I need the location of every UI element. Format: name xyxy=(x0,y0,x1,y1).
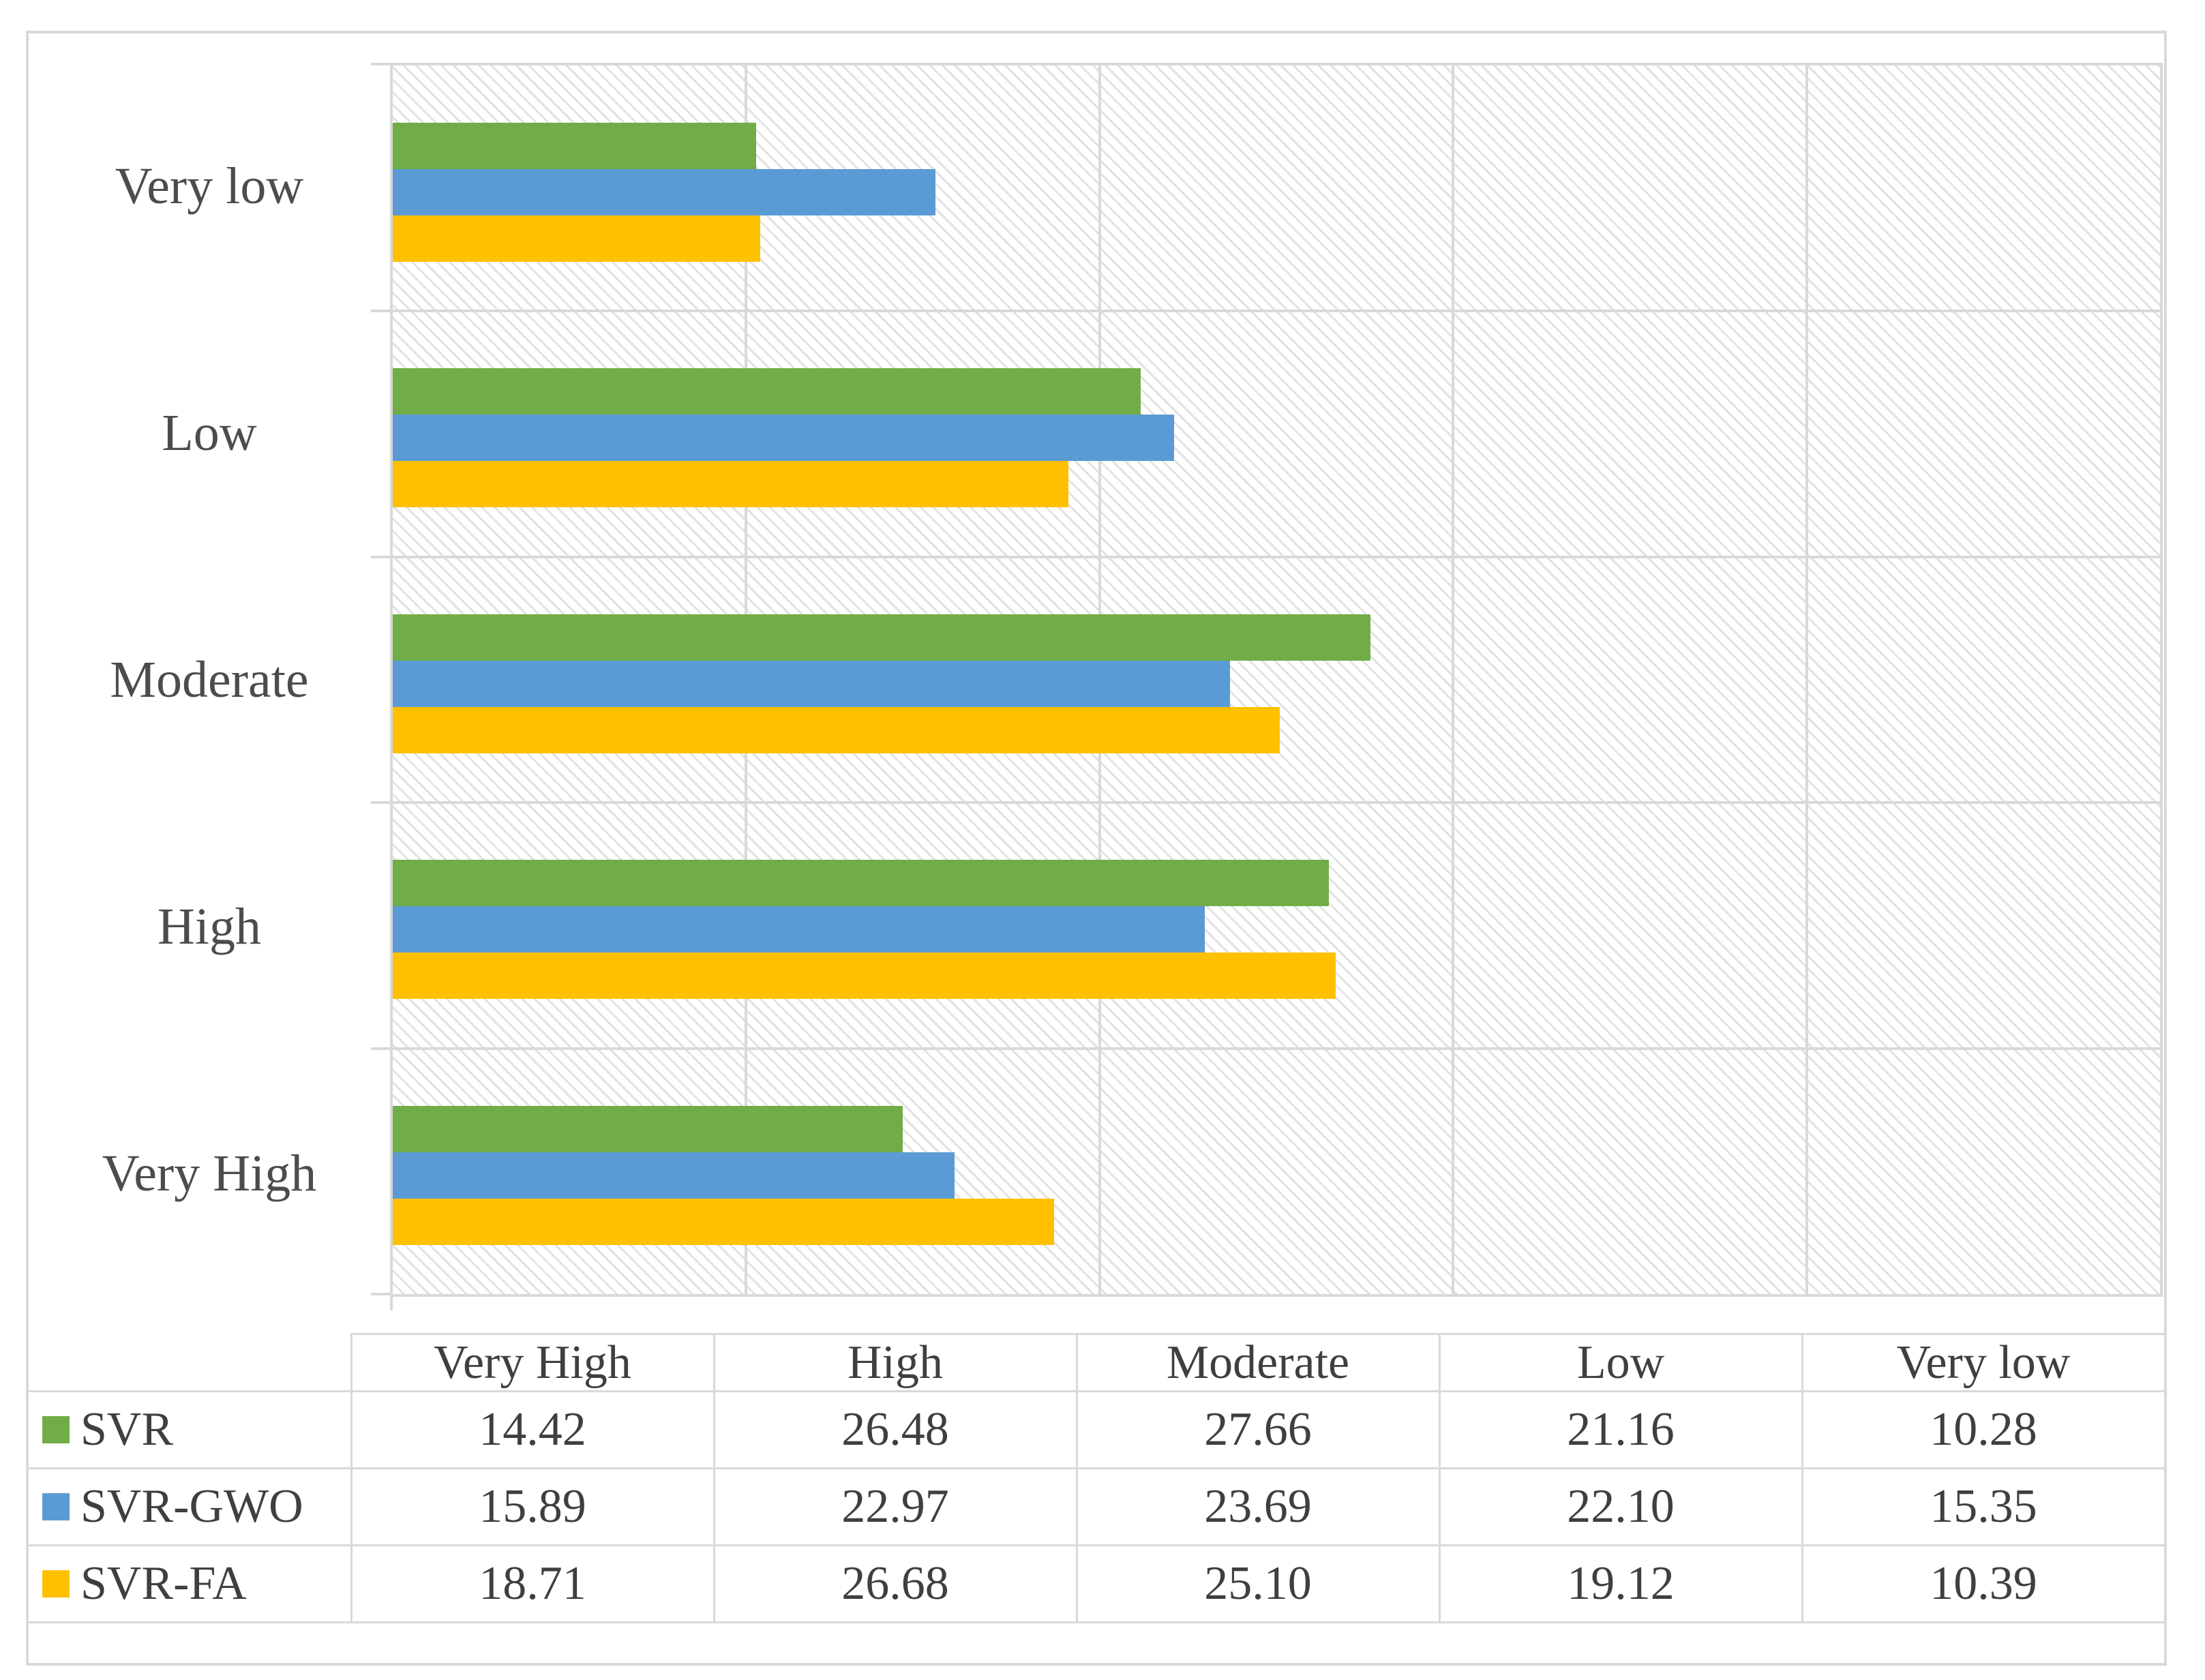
bar-svr-fa-low xyxy=(393,461,1069,508)
value-gridline-40 xyxy=(1805,65,1808,1294)
legend-swatch-svr-gwo xyxy=(42,1493,70,1520)
category-separator xyxy=(371,801,2160,805)
plot-area xyxy=(371,63,2163,1310)
table-header-low: Low xyxy=(1438,1333,1803,1392)
bar-svr-gwo-low xyxy=(393,415,1174,462)
table-header-very-low: Very low xyxy=(1801,1333,2166,1392)
figure-border: Very low Low Moderate High Very High Very Hi… xyxy=(26,31,2167,1666)
table-row-svr-fa: SVR-FA 18.71 26.68 25.10 19.12 10.39 xyxy=(29,1544,2166,1623)
data-table: Very High High Moderate Low Very low SVR 14.42… xyxy=(29,1333,2166,1623)
category-label-very-high: Very High xyxy=(102,1144,317,1202)
bar-svr-gwo-high xyxy=(393,906,1205,953)
table-row-svr-gwo: SVR-GWO 15.89 22.97 23.69 22.10 15.35 xyxy=(29,1467,2166,1546)
value-axis-origin-tick xyxy=(390,1293,393,1310)
bar-svr-very-low xyxy=(393,123,756,169)
table-header-very-high: Very High xyxy=(350,1333,715,1392)
bar-svr-gwo-moderate xyxy=(393,660,1231,707)
table-value-svr-gwo-low: 22.10 xyxy=(1438,1467,1803,1546)
bar-svr-fa-moderate xyxy=(393,706,1280,753)
table-value-svr-fa-low: 19.12 xyxy=(1438,1544,1803,1623)
table-value-svr-fa-very-high: 18.71 xyxy=(350,1544,715,1623)
bar-svr-high xyxy=(393,860,1329,907)
series-label: SVR xyxy=(80,1403,174,1456)
table-corner-cell xyxy=(29,1334,352,1392)
value-gridline-30 xyxy=(1452,65,1455,1294)
bar-svr-very-high xyxy=(393,1105,903,1152)
table-value-svr-high: 26.48 xyxy=(712,1390,1078,1469)
table-label-cell-svr-fa: SVR-FA xyxy=(29,1544,352,1623)
category-axis-tick xyxy=(371,63,390,65)
table-header-high: High xyxy=(712,1333,1078,1392)
table-value-svr-gwo-very-high: 15.89 xyxy=(350,1467,715,1546)
table-value-svr-fa-very-low: 10.39 xyxy=(1801,1544,2166,1623)
category-separator xyxy=(371,1047,2160,1050)
category-label-very-low: Very low xyxy=(115,157,304,215)
table-label-cell-svr-gwo: SVR-GWO xyxy=(29,1467,352,1546)
table-value-svr-gwo-very-low: 15.35 xyxy=(1801,1467,2166,1546)
bar-svr-fa-very-high xyxy=(393,1198,1054,1245)
legend-swatch-svr xyxy=(42,1416,70,1443)
series-label: SVR-FA xyxy=(80,1557,247,1610)
category-separator xyxy=(371,310,2160,313)
category-axis-tick xyxy=(371,1293,390,1295)
category-label-moderate: Moderate xyxy=(110,650,309,708)
bar-svr-gwo-very-low xyxy=(393,169,935,215)
category-label-high: High xyxy=(158,897,261,955)
category-label-low: Low xyxy=(162,404,257,462)
bar-svr-gwo-very-high xyxy=(393,1152,955,1199)
category-separator xyxy=(371,555,2160,558)
bar-svr-fa-very-low xyxy=(393,215,760,262)
table-value-svr-very-high: 14.42 xyxy=(350,1390,715,1469)
table-value-svr-low: 21.16 xyxy=(1438,1390,1803,1469)
table-header-moderate: Moderate xyxy=(1075,1333,1441,1392)
bar-svr-fa-high xyxy=(393,952,1336,1000)
table-value-svr-moderate: 27.66 xyxy=(1075,1390,1441,1469)
table-value-svr-gwo-high: 22.97 xyxy=(712,1467,1078,1546)
bar-svr-low xyxy=(393,368,1141,415)
table-value-svr-very-low: 10.28 xyxy=(1801,1390,2166,1469)
table-value-svr-fa-moderate: 25.10 xyxy=(1075,1544,1441,1623)
series-label: SVR-GWO xyxy=(80,1480,303,1533)
table-value-svr-gwo-moderate: 23.69 xyxy=(1075,1467,1441,1546)
table-value-svr-fa-high: 26.68 xyxy=(712,1544,1078,1623)
table-row-svr: SVR 14.42 26.48 27.66 21.16 10.28 xyxy=(29,1390,2166,1469)
category-axis-labels: Very low Low Moderate High Very High xyxy=(29,63,390,1297)
bar-svr-moderate xyxy=(393,614,1370,661)
table-label-cell-svr: SVR xyxy=(29,1390,352,1469)
legend-swatch-svr-fa xyxy=(42,1570,70,1597)
